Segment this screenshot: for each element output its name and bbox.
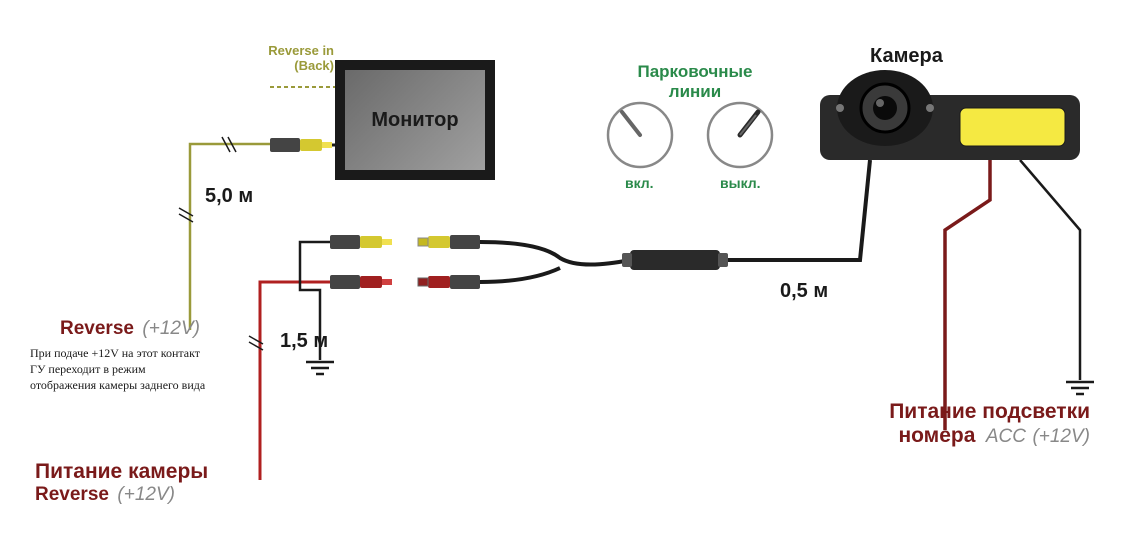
rca-yellow-male-icon — [330, 235, 392, 249]
length-5m: 5,0 м — [205, 185, 253, 208]
cam-power-val: (+12V) — [117, 484, 175, 505]
dial-on-icon — [608, 103, 672, 167]
reverse-12v-value: (+12V) — [142, 318, 200, 339]
parking-lines-text1: Парковочные — [610, 62, 780, 82]
camera-icon — [820, 70, 1080, 160]
wiring-svg — [0, 0, 1132, 539]
rca-red-male-icon — [330, 275, 392, 289]
dial-off-label: выкл. — [720, 175, 761, 191]
camera-title: Камера — [870, 45, 943, 68]
cam-power-label: Питание камеры — [35, 460, 208, 484]
plate-power-label1: Питание подсветки — [830, 400, 1090, 424]
note-line2: ГУ переходит в режим — [30, 361, 205, 377]
reverse-in-label: Reverse in — [244, 43, 334, 58]
reverse-12v-label: Reverse — [60, 318, 134, 339]
note-line3: отображения камеры заднего вида — [30, 377, 205, 393]
plate-power-val: (+12V) — [1032, 426, 1090, 447]
dial-on-label: вкл. — [625, 175, 654, 191]
parking-lines-label: Парковочные линии — [610, 62, 780, 102]
parking-lines-text2: линии — [610, 82, 780, 102]
monitor-label: Монитор — [371, 109, 458, 132]
rca-yellow-icon — [270, 138, 332, 152]
reverse-in-back: (Back) — [244, 58, 334, 73]
wiring-diagram: Монитор Reverse in (Back) Парковочные ли… — [0, 0, 1132, 539]
length-05m: 0,5 м — [780, 280, 828, 303]
monitor-box: Монитор — [335, 60, 495, 180]
rca-red-female-icon — [418, 275, 480, 289]
plate-power-acc: ACC — [986, 426, 1026, 447]
cam-power-rev: Reverse — [35, 484, 109, 505]
plate-power-label2: номера — [898, 424, 975, 447]
note-line1: При подаче +12V на этот контакт — [30, 345, 205, 361]
rca-yellow-female-icon — [418, 235, 480, 249]
dial-off-icon — [708, 103, 772, 167]
length-15m: 1,5 м — [280, 330, 328, 353]
